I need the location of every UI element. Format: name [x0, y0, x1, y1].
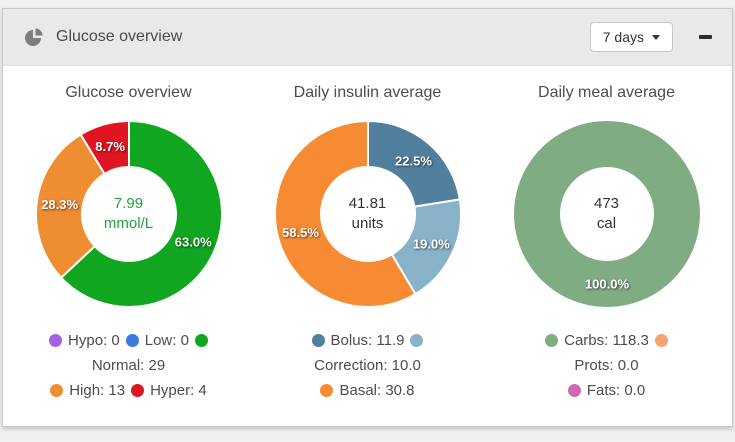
slice-percent-label: 28.3% [41, 197, 78, 212]
insulin-average-chart: Daily insulin average 22.5% 19.0% 58.5% 41… [248, 78, 487, 403]
slice-percent-label: 100.0% [584, 277, 629, 292]
legend-dot [320, 384, 334, 397]
period-dropdown-value: 7 days [602, 29, 644, 45]
legend-item-label: Basal: 30.8 [339, 382, 415, 399]
legend-dot [410, 334, 424, 347]
legend-line: Basal: 30.8 [248, 378, 487, 403]
legend-dot [49, 334, 63, 347]
chart-title: Daily meal average [538, 84, 675, 101]
legend-dot [194, 334, 208, 347]
legend-item-label: Prots: 0.0 [574, 357, 639, 374]
glucose-overview-panel: Glucose overview 7 days Glucose overview… [2, 8, 733, 427]
legend-item-label: Low: 0 [144, 332, 189, 349]
panel-header: Glucose overview 7 days [3, 9, 732, 66]
legend-item-label: Fats: 0.0 [586, 382, 646, 399]
caret-down-icon [652, 34, 660, 40]
slice-percent-label: 22.5% [395, 153, 432, 168]
meal-legend: Carbs: 118.3 Prots: 0.0 Fats: 0.0 [487, 328, 726, 403]
legend-dot [131, 384, 145, 397]
meal-average-chart: Daily meal average 100.0% 473 cal Carbs:… [487, 78, 726, 403]
slice-percent-label: 63.0% [174, 234, 211, 249]
minimize-icon [699, 35, 712, 39]
glucose-overview-chart: Glucose overview 63.0% 28.3% 8.7% 7.99 mmo… [9, 78, 248, 403]
slice-percent-label: 8.7% [95, 139, 125, 154]
glucose-legend: Hypo: 0 Low: 0 Normal: 29 High: 13 Hyper: 4 [9, 328, 248, 403]
legend-item-label: Hypo: 0 [68, 332, 120, 349]
legend-line: Prots: 0.0 [487, 353, 726, 378]
legend-item-label: Hyper: 4 [150, 382, 207, 399]
donut-slice-normal[interactable] [59, 119, 223, 308]
legend-line: Correction: 10.0 [248, 353, 487, 378]
donut-slice-carbs[interactable] [513, 121, 700, 307]
meal-donut-wrap: 100.0% 473 cal [497, 104, 717, 324]
meal-donut-chart[interactable]: 100.0% [497, 104, 717, 324]
chart-title: Daily insulin average [293, 84, 442, 101]
legend-dot [50, 384, 64, 397]
glucose-donut-chart[interactable]: 63.0% 28.3% 8.7% [19, 104, 239, 324]
legend-line: High: 13 Hyper: 4 [9, 378, 248, 403]
legend-item-label: Correction: 10.0 [314, 357, 421, 374]
collapse-button[interactable] [695, 29, 716, 45]
legend-dot [125, 334, 139, 347]
donut-slice-basal[interactable] [273, 119, 417, 308]
legend-item-label: Carbs: 118.3 [564, 332, 649, 349]
donut-slice-high[interactable] [34, 133, 106, 280]
legend-line: Hypo: 0 Low: 0 [9, 328, 248, 353]
charts-row: Glucose overview 63.0% 28.3% 8.7% 7.99 mmo… [3, 66, 732, 403]
insulin-donut-chart[interactable]: 22.5% 19.0% 58.5% [258, 104, 478, 324]
donut-slice-bolus[interactable] [366, 119, 461, 208]
glucose-donut-wrap: 63.0% 28.3% 8.7% 7.99 mmol/L [19, 104, 239, 324]
panel-title: Glucose overview [56, 28, 183, 45]
legend-item-label: Normal: 29 [91, 357, 166, 374]
period-dropdown[interactable]: 7 days [589, 22, 673, 52]
donut-slice-hyper[interactable] [78, 119, 130, 176]
legend-item-label: High: 13 [69, 382, 126, 399]
slice-percent-label: 58.5% [282, 225, 319, 240]
legend-dot [654, 334, 668, 347]
legend-line: Fats: 0.0 [487, 378, 726, 403]
insulin-donut-wrap: 22.5% 19.0% 58.5% 41.81 units [258, 104, 478, 324]
legend-dot [311, 334, 325, 347]
legend-dot [567, 384, 581, 397]
legend-line: Normal: 29 [9, 353, 248, 378]
legend-dot [545, 334, 559, 347]
pie-chart-icon [25, 28, 44, 46]
legend-item-label: Bolus: 11.9 [330, 332, 405, 349]
legend-line: Carbs: 118.3 [487, 328, 726, 353]
chart-title: Glucose overview [65, 84, 192, 101]
insulin-legend: Bolus: 11.9 Correction: 10.0 Basal: 30.8 [248, 328, 487, 403]
legend-line: Bolus: 11.9 [248, 328, 487, 353]
slice-percent-label: 19.0% [412, 236, 449, 251]
